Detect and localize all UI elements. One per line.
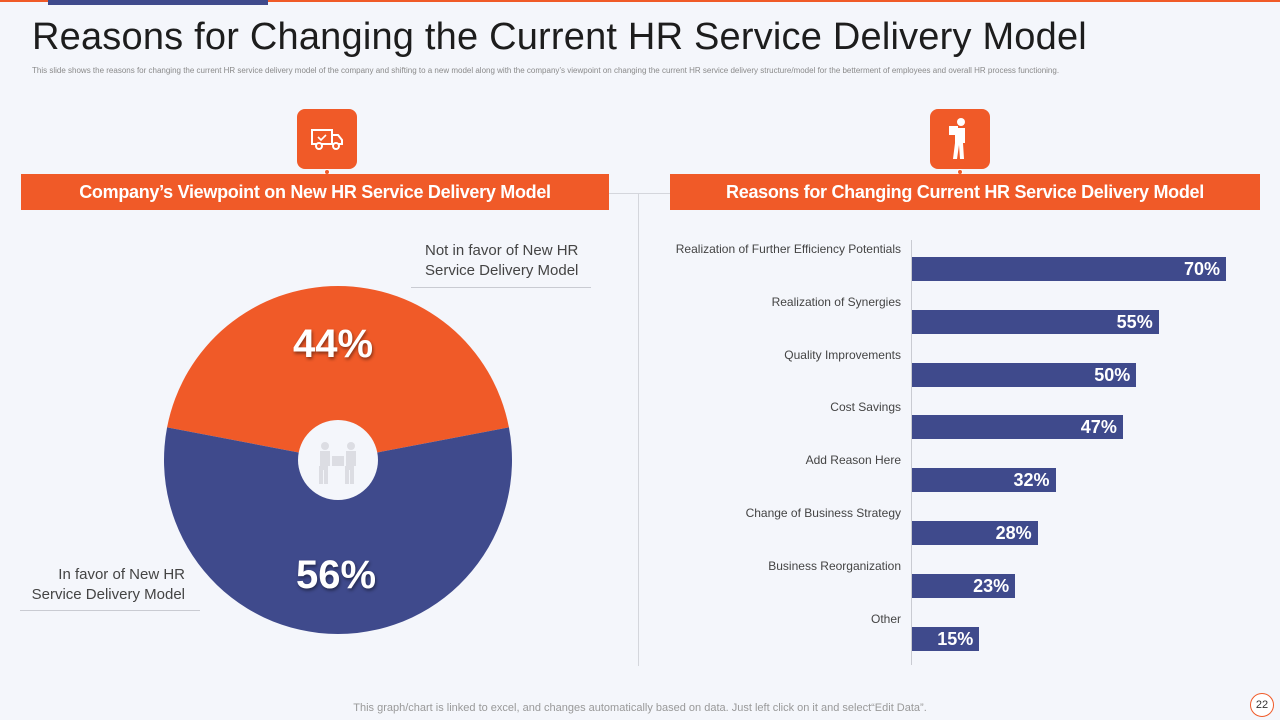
- bar-category-label: Change of Business Strategy: [745, 506, 901, 520]
- bar-category-label: Cost Savings: [830, 400, 901, 415]
- bar-value-label: 50%: [1094, 364, 1131, 385]
- pie-legend-in-favor: In favor of New HR Service Delivery Mode…: [22, 565, 185, 605]
- bar: [912, 521, 1038, 545]
- page-number: 22: [1250, 693, 1274, 717]
- bar-value-label: 70%: [1183, 259, 1220, 279]
- pie-slice-label-not-in-favor: 44%: [293, 322, 374, 366]
- bar-chart-axis: [911, 240, 912, 665]
- slide-title: Reasons for Changing the Current HR Serv…: [32, 16, 1087, 58]
- bar: [912, 573, 1016, 598]
- bar: [912, 362, 1137, 387]
- header-connector-line: [609, 193, 670, 194]
- bar-value-label: 47%: [1080, 417, 1117, 438]
- bar-value-label: 55%: [1116, 311, 1153, 332]
- bar-category-label: Business Reorganization: [768, 558, 901, 573]
- legend-underline: [20, 610, 200, 611]
- legend-line: In favor of New HR: [58, 566, 185, 583]
- legend-underline: [411, 287, 591, 288]
- bar-value-label: 28%: [995, 523, 1032, 543]
- bar-category-label: Other: [870, 611, 901, 626]
- bar: [912, 415, 1123, 440]
- footer-note: This graph/chart is linked to excel, and…: [353, 702, 927, 714]
- bar-value-label: 23%: [973, 575, 1010, 596]
- legend-line: Service Delivery Model: [425, 262, 579, 279]
- legend-line: Service Delivery Model: [31, 586, 185, 603]
- bar-value-label: 32%: [1013, 470, 1050, 491]
- panel-divider: [638, 194, 639, 666]
- bar: [912, 257, 1226, 281]
- legend-line: Not in favor of New HR: [425, 242, 579, 259]
- bar-category-label: Realization of Synergies: [771, 294, 901, 309]
- bar: [912, 309, 1159, 334]
- bar-value-label: 15%: [937, 628, 974, 649]
- bar: [912, 468, 1056, 493]
- left-panel-header: Company’s Viewpoint on New HR Service De…: [21, 174, 609, 210]
- pie-legend-not-in-favor: Not in favor of New HR Service Delivery …: [425, 241, 578, 281]
- pie-slice-not-in-favor: [167, 286, 509, 460]
- top-accent-bar: [48, 0, 268, 5]
- bar-category-label: Quality Improvements: [784, 347, 901, 362]
- bar-category-label: Realization of Further Efficiency Potent…: [675, 242, 901, 256]
- pie-slice-in-favor: [163, 427, 512, 635]
- bar: [912, 626, 980, 651]
- delivery-person-icon: [930, 109, 990, 175]
- top-rule: [0, 0, 1280, 2]
- slide-subtitle: This slide shows the reasons for changin…: [32, 66, 1060, 75]
- pie-slice-label-in-favor: 56%: [296, 553, 377, 597]
- bar-category-label: Add Reason Here: [805, 453, 901, 468]
- right-panel-header: Reasons for Changing Current HR Service …: [670, 174, 1260, 210]
- handshake-people-icon: [313, 438, 363, 488]
- delivery-truck-icon: [297, 109, 357, 175]
